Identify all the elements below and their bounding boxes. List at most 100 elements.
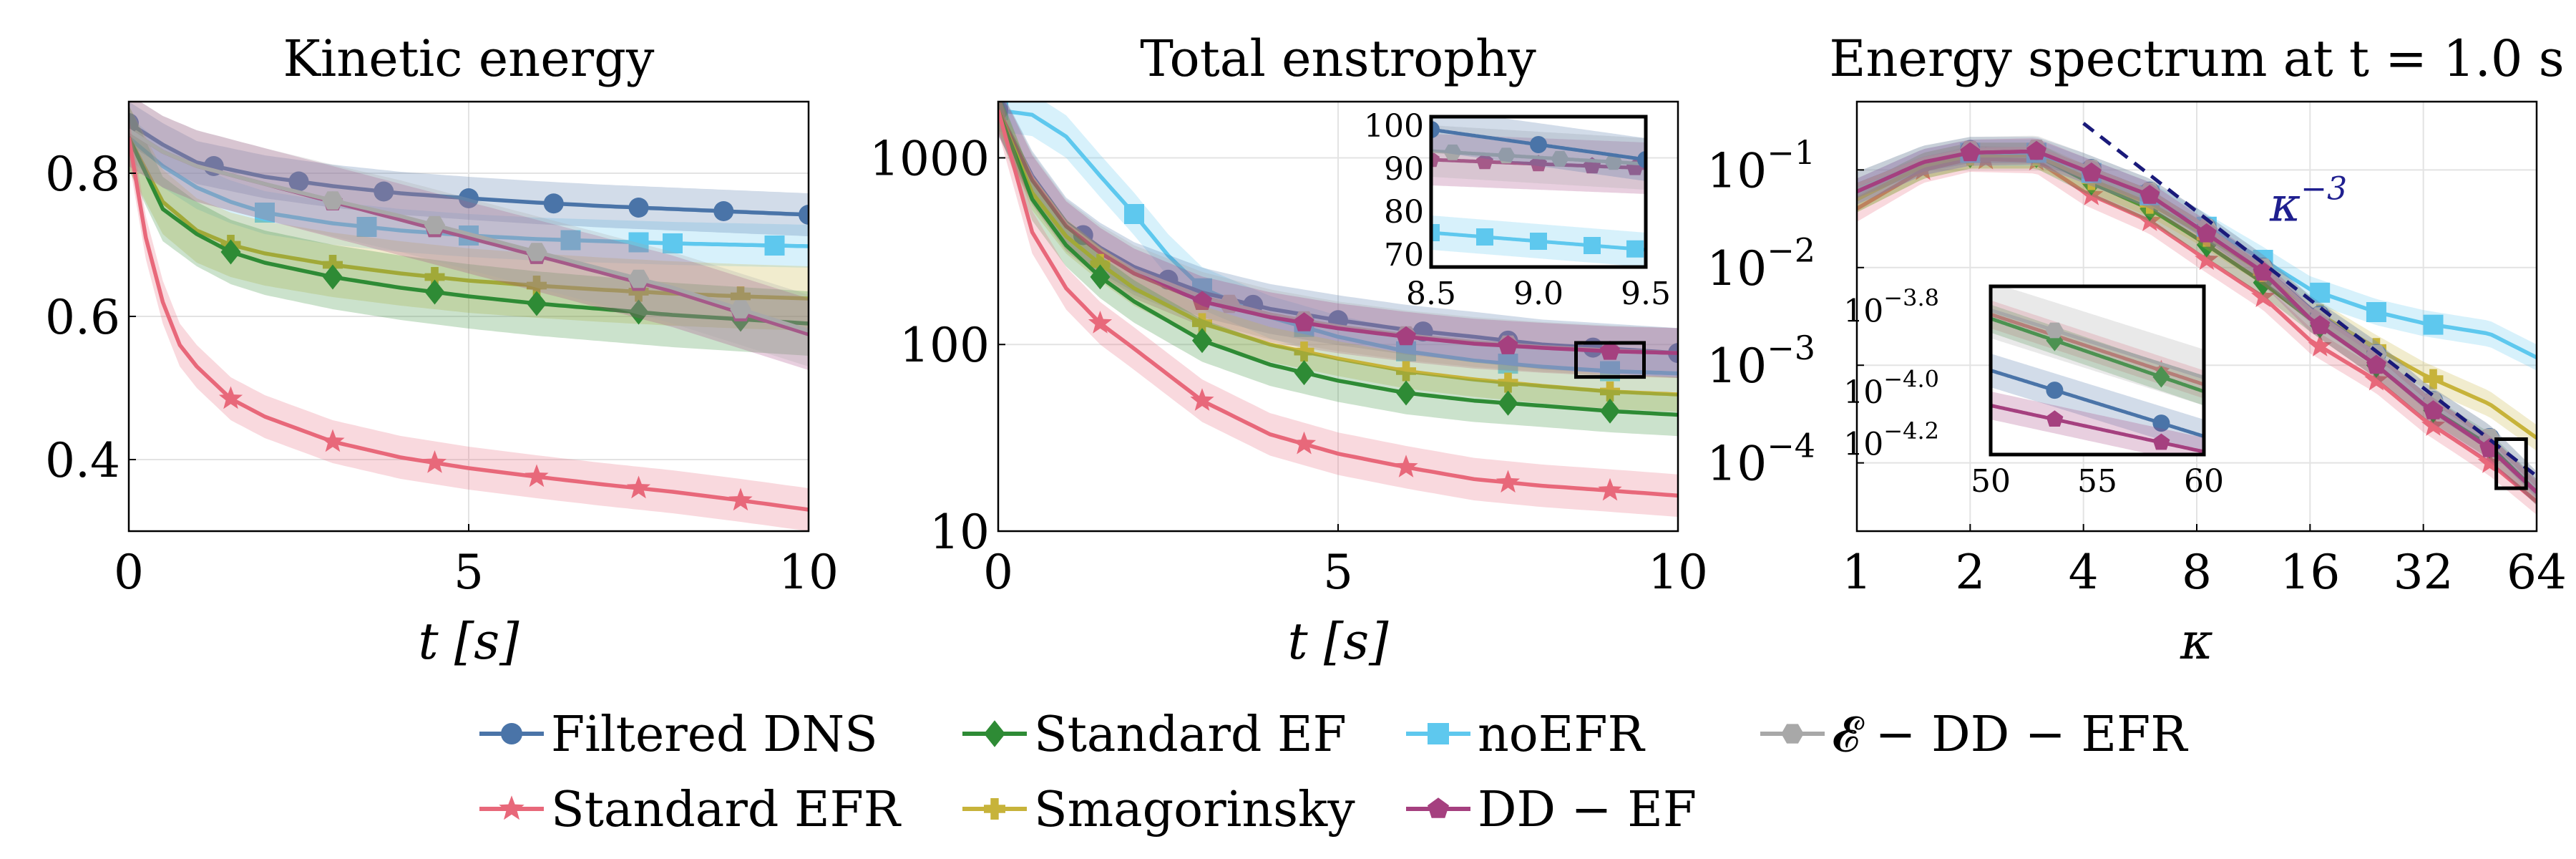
marker-e-dd-efr-0 [1443, 144, 1462, 160]
series-line-dd-ef [998, 109, 1678, 355]
marker-e-dd-efr-0 [2045, 322, 2064, 339]
y-tick-label-1: 100 [899, 318, 990, 373]
inset-y-tick-label-1: 80 [1384, 194, 1424, 230]
band-e-dd-efr [1991, 286, 2204, 406]
legend-marker-noefr [1428, 723, 1449, 744]
legend-entry-dd-ef: DD − EF [1406, 782, 1697, 838]
marker-filtered-dns-0 [129, 113, 139, 133]
marker-standard-efr-0 [218, 386, 243, 409]
chart-ens: 0 5 10 10 100 1000 Total enstrophy t [s] 8.5 9.0 9… [869, 29, 1708, 671]
series-line-standard-efr [1991, 312, 2204, 387]
inset-y-tick-label-0: 70 [1384, 237, 1424, 273]
marker-dd-ef-1 [1476, 152, 1493, 170]
x-tick-label-0: 0 [114, 545, 144, 600]
marker-standard-ef-0 [220, 239, 241, 265]
zoom-region-box [1574, 341, 1646, 379]
marker-standard-efr-10 [2477, 450, 2502, 473]
marker-standard-ef-4 [628, 299, 649, 325]
marker-filtered-dns-0 [1431, 121, 1440, 138]
band-standard-efr [998, 102, 1678, 518]
legend-entry-standard-efr: Standard EFR [479, 782, 902, 838]
x-tick-label-4: 16 [2280, 545, 2340, 600]
marker-standard-efr-1 [1190, 388, 1214, 411]
series-line-standard-efr [998, 110, 1678, 498]
band-e-dd-efr [1857, 135, 2537, 498]
inset-spec: 50 55 60 10−4.2 10−4.0 10−3.8 [1843, 284, 2224, 500]
marker-noefr-5 [663, 233, 683, 253]
x-tick-label-2: 4 [2069, 545, 2099, 600]
marker-standard-ef-5 [1600, 398, 1620, 424]
marker-e-dd-efr-0 [322, 191, 343, 210]
chart-ke: 0 5 10 0.4 0.6 0.8 Kinetic energy t [s] [45, 29, 839, 671]
y-tick-label-2: 1000 [869, 131, 990, 186]
marker-smagorinsky-5 [731, 286, 751, 306]
marker-standard-efr-7 [2308, 334, 2332, 356]
y-tick-label-2: 0.8 [45, 147, 120, 202]
marker-filtered-dns-0 [2046, 382, 2064, 399]
plot-area [129, 102, 809, 531]
legend-label-standard-efr: Standard EFR [551, 782, 902, 838]
legend-entry-filtered-dns: Filtered DNS [479, 707, 878, 763]
series-line-noefr [998, 108, 1678, 376]
marker-e-dd-efr-4 [730, 300, 751, 319]
legend-label-standard-ef: Standard EF [1034, 707, 1347, 763]
series-line-standard-ef [1991, 316, 2204, 394]
marker-noefr-5 [1498, 354, 1518, 374]
marker-noefr-6 [2310, 282, 2331, 303]
series-line-e-dd-efr [1991, 308, 2204, 379]
x-tick-label-1: 5 [454, 545, 484, 600]
marker-noefr-8 [2423, 314, 2444, 335]
marker-standard-efr-5 [2195, 247, 2219, 271]
marker-standard-efr-1 [1974, 146, 1998, 170]
marker-noefr-6 [764, 236, 785, 256]
plot-area [1857, 135, 2537, 515]
y-tick-label-2: 10−2 [1707, 231, 1815, 296]
marker-filtered-dns-2 [1637, 151, 1646, 168]
chart-title: Total enstrophy [1140, 29, 1536, 88]
chart-title: Energy spectrum at t = 1.0 s [1829, 29, 2564, 88]
marker-dd-ef-3 [1498, 335, 1518, 354]
marker-dd-ef-0 [1192, 291, 1212, 310]
marker-dd-ef-2 [1396, 326, 1416, 346]
legend-marker-filtered-dns [501, 723, 522, 744]
marker-dd-ef-1 [2026, 140, 2046, 160]
marker-smagorinsky-5 [1600, 381, 1620, 402]
inset-x-tick-label-0: 8.5 [1406, 276, 1456, 312]
marker-standard-ef-2 [424, 279, 445, 305]
marker-noefr-2 [1530, 233, 1547, 250]
marker-noefr-1 [1124, 203, 1144, 224]
marker-e-dd-efr-2 [1551, 150, 1569, 167]
inset-x-tick-label-1: 55 [2077, 463, 2117, 500]
y-tick-label-1: 10−3 [1707, 329, 1815, 394]
marker-smagorinsky-4 [628, 281, 649, 302]
marker-e-dd-efr-1 [1497, 147, 1516, 164]
x-axis-label: t [s] [419, 612, 520, 671]
zoom-region-box [2494, 437, 2528, 490]
series-line-standard-efr [129, 137, 809, 512]
marker-dd-ef-0 [2046, 410, 2064, 427]
inset-y-tick-label-3: 100 [1364, 108, 1424, 145]
legend-marker-dd-ef [1428, 797, 1449, 818]
marker-e-dd-efr-2 [526, 243, 547, 261]
marker-dd-ef-4 [2196, 223, 2217, 243]
marker-smagorinsky-4 [1498, 372, 1518, 393]
chart-title: Kinetic energy [283, 29, 655, 88]
x-axis-label: t [s] [1288, 612, 1390, 671]
legend-label-smagorinsky: Smagorinsky [1034, 782, 1355, 838]
marker-filtered-dns-6 [628, 198, 649, 218]
inset-x-tick-label-2: 60 [2184, 463, 2224, 500]
marker-smagorinsky-3 [1396, 361, 1417, 382]
legend-label-dd-ef: DD − EF [1478, 782, 1697, 838]
marker-noefr-1 [356, 217, 377, 237]
plot-area [998, 102, 1678, 518]
marker-standard-ef-3 [1396, 380, 1416, 406]
marker-dd-ef-2 [2081, 162, 2102, 182]
marker-standard-efr-9 [2421, 413, 2446, 436]
marker-smagorinsky-2 [1294, 341, 1314, 362]
marker-e-dd-efr-3 [628, 269, 650, 288]
marker-noefr-4 [1396, 341, 1416, 361]
inset-y-tick-label-2: 90 [1384, 151, 1424, 188]
legend-entry-standard-ef: Standard EF [962, 707, 1347, 763]
marker-standard-efr-3 [1394, 455, 1418, 477]
marker-standard-efr-0 [1911, 157, 1936, 180]
